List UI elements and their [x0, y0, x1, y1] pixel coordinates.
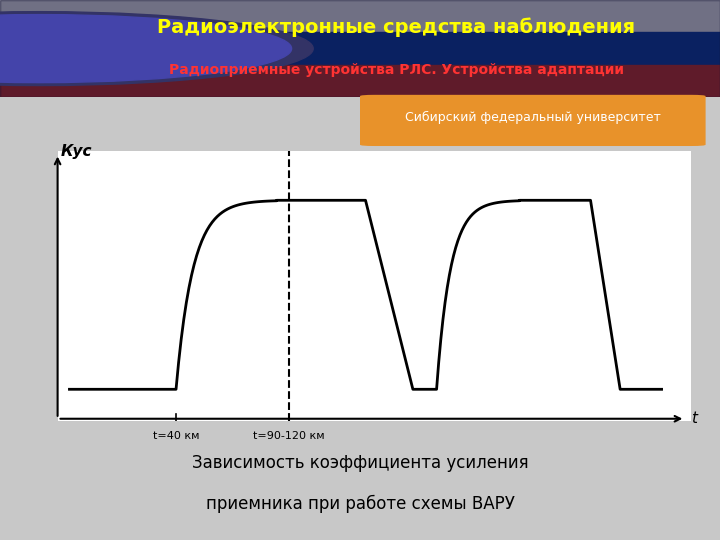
Bar — [0, 32, 720, 65]
Text: t=40 км: t=40 км — [153, 431, 199, 441]
Text: Зависимость коэффициента усиления: Зависимость коэффициента усиления — [192, 454, 528, 472]
Text: t: t — [691, 411, 697, 426]
Bar — [0, 65, 720, 97]
Text: приемника при работе схемы ВАРУ: приемника при работе схемы ВАРУ — [206, 495, 514, 514]
Text: t=90-120 км: t=90-120 км — [253, 431, 324, 441]
Bar — [0, 0, 720, 33]
Text: Радиоэлектронные средства наблюдения: Радиоэлектронные средства наблюдения — [157, 17, 635, 37]
Text: Кус: Кус — [60, 144, 92, 159]
FancyBboxPatch shape — [360, 95, 706, 146]
Circle shape — [0, 15, 292, 83]
Circle shape — [0, 12, 313, 85]
Text: Сибирский федеральный университет: Сибирский федеральный университет — [405, 111, 661, 124]
Text: Радиоприемные устройства РЛС. Устройства адаптации: Радиоприемные устройства РЛС. Устройства… — [168, 63, 624, 77]
